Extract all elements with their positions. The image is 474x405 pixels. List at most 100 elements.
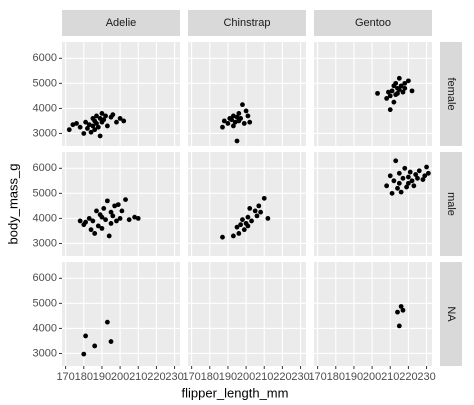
data-point	[99, 226, 105, 231]
y-tick-label: 3000	[33, 347, 57, 359]
data-point	[387, 173, 393, 179]
data-point	[387, 93, 393, 99]
x-tick-label: 170	[308, 371, 326, 383]
x-tick-label: 220	[147, 371, 165, 383]
data-point	[225, 121, 231, 126]
data-point	[85, 126, 90, 131]
data-point	[236, 231, 242, 236]
x-tick-label: 210	[381, 371, 399, 383]
data-point	[425, 170, 431, 176]
data-point	[243, 108, 249, 114]
y-tick-label: 6000	[33, 272, 57, 284]
data-point	[240, 217, 245, 223]
data-point	[123, 197, 128, 203]
y-axis-title: body_mass_g	[5, 164, 20, 245]
facet-label: Gentoo	[355, 17, 391, 29]
data-point	[74, 121, 79, 126]
data-point	[88, 129, 94, 135]
data-point	[402, 80, 408, 86]
data-point	[387, 107, 393, 113]
data-point	[240, 102, 245, 108]
data-point	[117, 216, 123, 221]
data-point	[395, 185, 400, 191]
data-point	[83, 119, 88, 125]
data-point	[236, 111, 242, 116]
data-point	[241, 121, 247, 126]
facet-label: Chinstrap	[223, 17, 270, 29]
y-tick-label: 3000	[33, 127, 57, 139]
data-point	[81, 131, 87, 136]
y-tick-label: 6000	[33, 52, 57, 64]
data-point	[415, 175, 420, 181]
facet-strip	[62, 10, 180, 36]
data-point	[234, 114, 240, 120]
data-point	[384, 95, 390, 101]
data-point	[407, 169, 413, 175]
facet-label: male	[445, 192, 457, 216]
data-point	[103, 113, 108, 119]
data-point	[396, 75, 402, 81]
data-point	[400, 307, 406, 313]
x-tick-label: 190	[93, 371, 111, 383]
x-tick-label: 180	[75, 371, 93, 383]
data-point	[99, 214, 105, 220]
data-point	[101, 117, 107, 123]
panel-background	[188, 42, 306, 146]
x-tick-label: 200	[237, 371, 255, 383]
data-point	[230, 233, 236, 239]
x-tick-label: 170	[56, 371, 74, 383]
data-point	[88, 227, 94, 233]
data-point	[409, 178, 415, 184]
data-point	[117, 116, 123, 121]
data-point	[121, 118, 127, 124]
data-point	[104, 123, 110, 129]
data-point	[398, 83, 404, 89]
data-point	[220, 124, 225, 130]
data-point	[92, 127, 98, 133]
data-point	[395, 90, 400, 96]
data-point	[119, 208, 125, 214]
data-point	[83, 333, 88, 339]
data-point	[406, 78, 411, 84]
data-point	[424, 164, 429, 170]
data-point	[249, 218, 254, 224]
data-point	[396, 323, 402, 329]
data-point	[110, 112, 116, 118]
data-point	[396, 170, 402, 176]
x-tick-label: 210	[255, 371, 273, 383]
data-point	[90, 218, 96, 224]
y-tick-label: 3000	[33, 237, 57, 249]
data-point	[232, 119, 238, 125]
data-point	[101, 205, 107, 211]
facet-label: Adelie	[106, 17, 137, 29]
data-point	[406, 174, 411, 180]
x-tick-label: 180	[201, 371, 219, 383]
facet-strip	[188, 10, 306, 36]
data-point	[115, 202, 121, 208]
y-tick-label: 4000	[33, 212, 57, 224]
data-point	[411, 183, 417, 189]
data-point	[409, 88, 415, 94]
data-point	[402, 165, 408, 171]
data-point	[86, 216, 92, 221]
panel-background	[314, 42, 432, 146]
data-point	[245, 223, 251, 229]
data-point	[220, 234, 225, 240]
data-point	[114, 119, 119, 125]
data-point	[94, 121, 99, 126]
data-point	[126, 217, 132, 223]
data-point	[77, 218, 83, 224]
y-tick-label: 5000	[33, 77, 57, 89]
data-point	[90, 123, 96, 129]
data-point	[393, 158, 399, 164]
data-point	[400, 89, 406, 95]
data-point	[416, 168, 422, 174]
data-point	[229, 117, 234, 123]
x-tick-label: 220	[273, 371, 291, 383]
facet-strip	[440, 262, 462, 366]
data-point	[83, 219, 88, 225]
data-point	[234, 138, 240, 144]
data-point	[400, 175, 406, 181]
data-point	[81, 351, 87, 357]
